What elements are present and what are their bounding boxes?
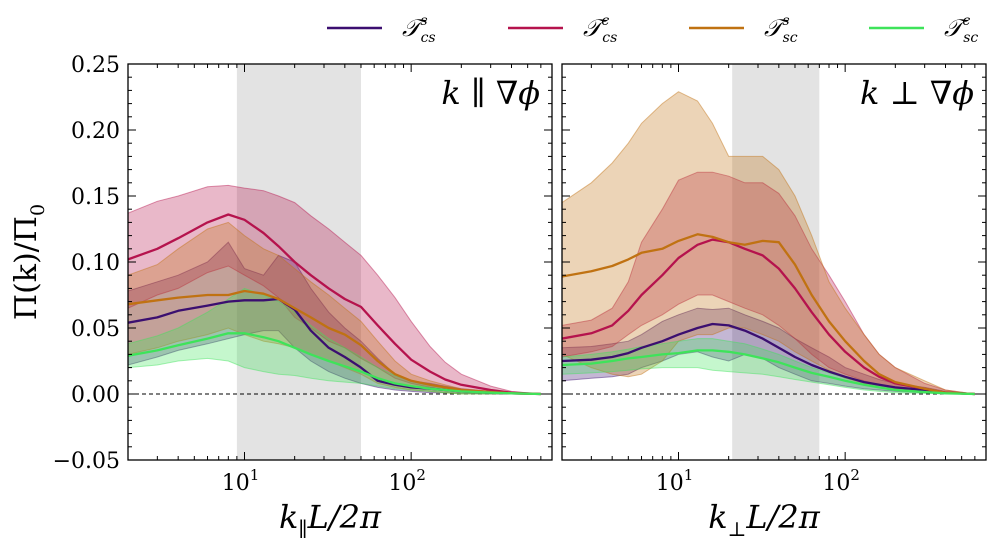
legend-label: 𝒯s sc	[764, 13, 798, 46]
panel-parallel: 0.25 0.20 0.15 0.10 0.05 0.00 −0.05 101 102k∥L/2…	[53, 53, 553, 541]
y-tick-label: 0.25	[71, 53, 120, 78]
x-tick-label: 101	[656, 466, 694, 496]
x-axis-label: k∥L/2π	[279, 498, 382, 541]
y-tick-label: 0.15	[71, 185, 120, 210]
legend-label: 𝒯c cs	[583, 13, 617, 46]
series-line-2	[128, 289, 541, 396]
legend-item-t-cs-s: 𝒯s cs	[327, 13, 436, 46]
legend-item-t-sc-c: 𝒯c sc	[869, 13, 978, 46]
series-line-2	[562, 233, 975, 396]
series-line-1	[562, 238, 975, 396]
plot-area	[562, 64, 986, 460]
panel-annotation: k ∥ ∇ϕ	[441, 74, 540, 112]
series-line-1	[128, 213, 541, 396]
y-tick-label: 0.00	[71, 383, 120, 408]
panel-annotation: k ⊥ ∇ϕ	[860, 74, 974, 112]
x-axis-label: k⊥L/2π	[708, 498, 821, 541]
series-line-3	[128, 332, 541, 396]
x-tick-label: 101	[222, 466, 260, 496]
plot-area	[128, 64, 552, 460]
y-tick-label: 0.05	[71, 317, 120, 342]
x-tick-label: 102	[822, 466, 860, 496]
legend-label: 𝒯s cs	[402, 13, 436, 46]
series-line-0	[562, 322, 975, 396]
legend: 𝒯s cs 𝒯c cs 𝒯s sc 𝒯c sc	[327, 13, 978, 46]
y-axis-label: Π(k)/Π0	[9, 204, 49, 320]
y-tick-label: −0.05	[53, 449, 120, 474]
legend-item-t-cs-c: 𝒯c cs	[508, 13, 617, 46]
legend-label: 𝒯c sc	[944, 13, 978, 46]
series-line-3	[562, 349, 975, 396]
legend-item-t-sc-s: 𝒯s sc	[689, 13, 798, 46]
y-tick-label: 0.20	[71, 119, 120, 144]
y-tick-label: 0.10	[71, 251, 120, 276]
x-tick-label: 102	[388, 466, 426, 496]
